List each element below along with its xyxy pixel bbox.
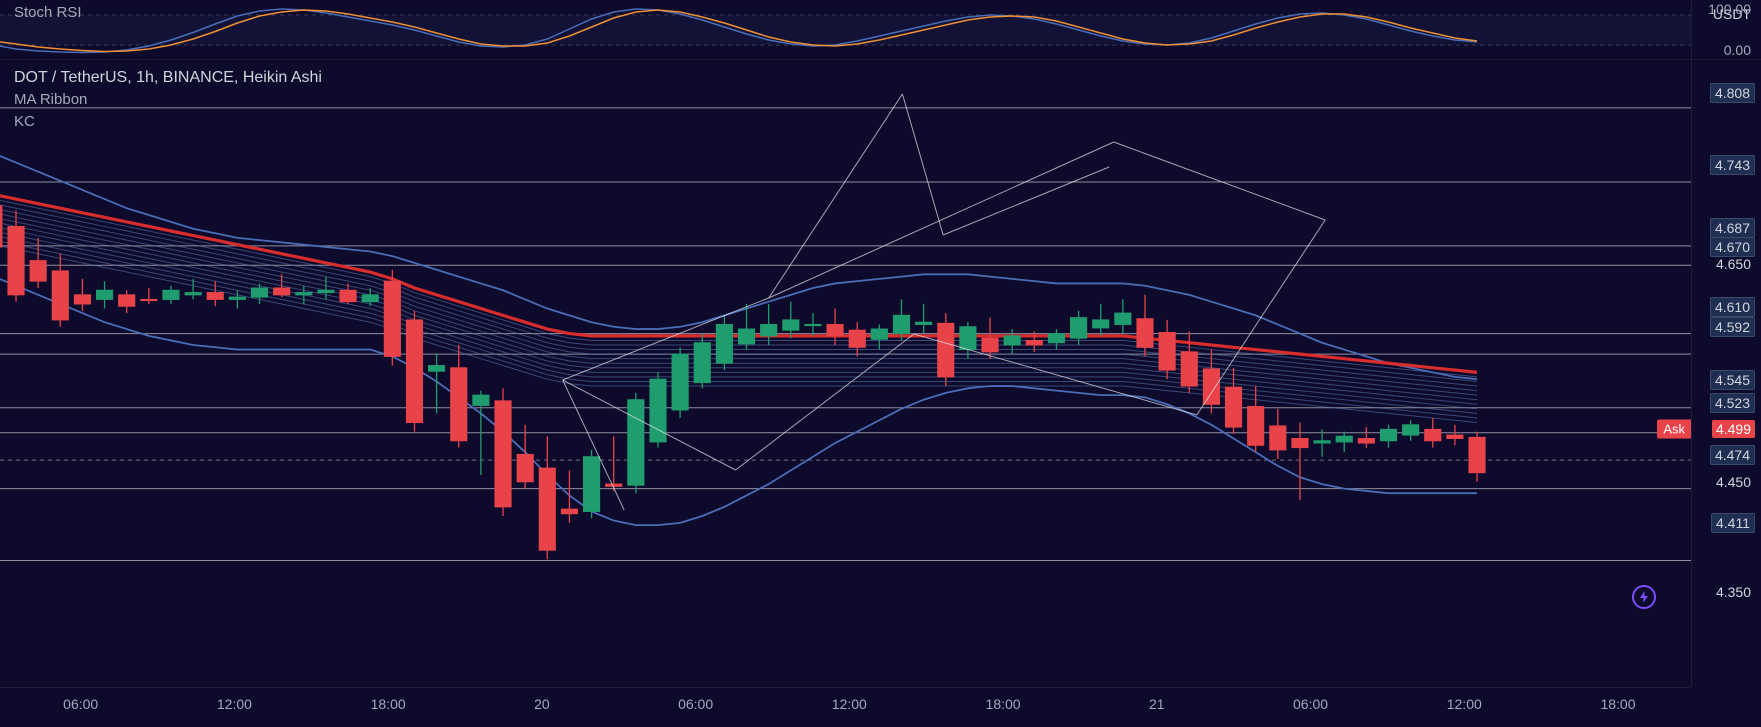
- price-level: 4.523: [1710, 393, 1755, 413]
- price-level: 4.474: [1710, 445, 1755, 465]
- price-level: 4.808: [1710, 83, 1755, 103]
- price-level: 4.592: [1710, 317, 1755, 337]
- time-tick: 21: [1149, 696, 1165, 712]
- time-tick: 12:00: [217, 696, 252, 712]
- time-tick: 12:00: [1447, 696, 1482, 712]
- price-level: 4.411: [1711, 513, 1755, 533]
- symbol-title[interactable]: DOT / TetherUS, 1h, BINANCE, Heikin Ashi: [14, 66, 322, 89]
- time-tick: 06:00: [63, 696, 98, 712]
- price-level: 4.687: [1710, 218, 1755, 238]
- price-level: 4.743: [1710, 155, 1755, 175]
- time-tick: 20: [534, 696, 550, 712]
- stoch-rsi-pane: Stoch RSI: [0, 0, 1761, 60]
- price-level: 4.610: [1710, 297, 1755, 317]
- time-tick: 06:00: [678, 696, 713, 712]
- time-tick: 18:00: [1600, 696, 1635, 712]
- price-chart[interactable]: [0, 60, 1691, 687]
- price-level: 4.545: [1710, 370, 1755, 390]
- indicator-kc[interactable]: KC: [14, 111, 322, 133]
- stoch-rsi-chart[interactable]: [0, 0, 1691, 60]
- time-tick: 18:00: [986, 696, 1021, 712]
- time-tick: 12:00: [832, 696, 867, 712]
- time-axis[interactable]: 06:00 12:00 18:00 20 06:00 12:00 18:00 21 06:00 1…: [0, 687, 1691, 727]
- price-level: 4.670: [1710, 237, 1755, 257]
- price-level: 4.450: [1712, 473, 1755, 491]
- price-level: 4.499: [1712, 420, 1755, 438]
- price-level: 4.350: [1712, 583, 1755, 601]
- stoch-axis-100: 100.00: [1708, 1, 1751, 17]
- price-axis[interactable]: USDT 4.8084.7434.6874.6704.6504.6104.592…: [1691, 0, 1761, 687]
- main-chart-pane: DOT / TetherUS, 1h, BINANCE, Heikin Ashi…: [0, 60, 1761, 687]
- stoch-axis-0: 0.00: [1724, 42, 1751, 58]
- time-tick: 18:00: [371, 696, 406, 712]
- ask-price-tag: Ask: [1657, 420, 1691, 439]
- replay-icon[interactable]: [1632, 585, 1656, 609]
- stoch-rsi-label: Stoch RSI: [14, 4, 82, 21]
- chart-legend: DOT / TetherUS, 1h, BINANCE, Heikin Ashi…: [14, 66, 322, 133]
- indicator-ma-ribbon[interactable]: MA Ribbon: [14, 89, 322, 111]
- time-tick: 06:00: [1293, 696, 1328, 712]
- price-level: 4.650: [1712, 255, 1755, 273]
